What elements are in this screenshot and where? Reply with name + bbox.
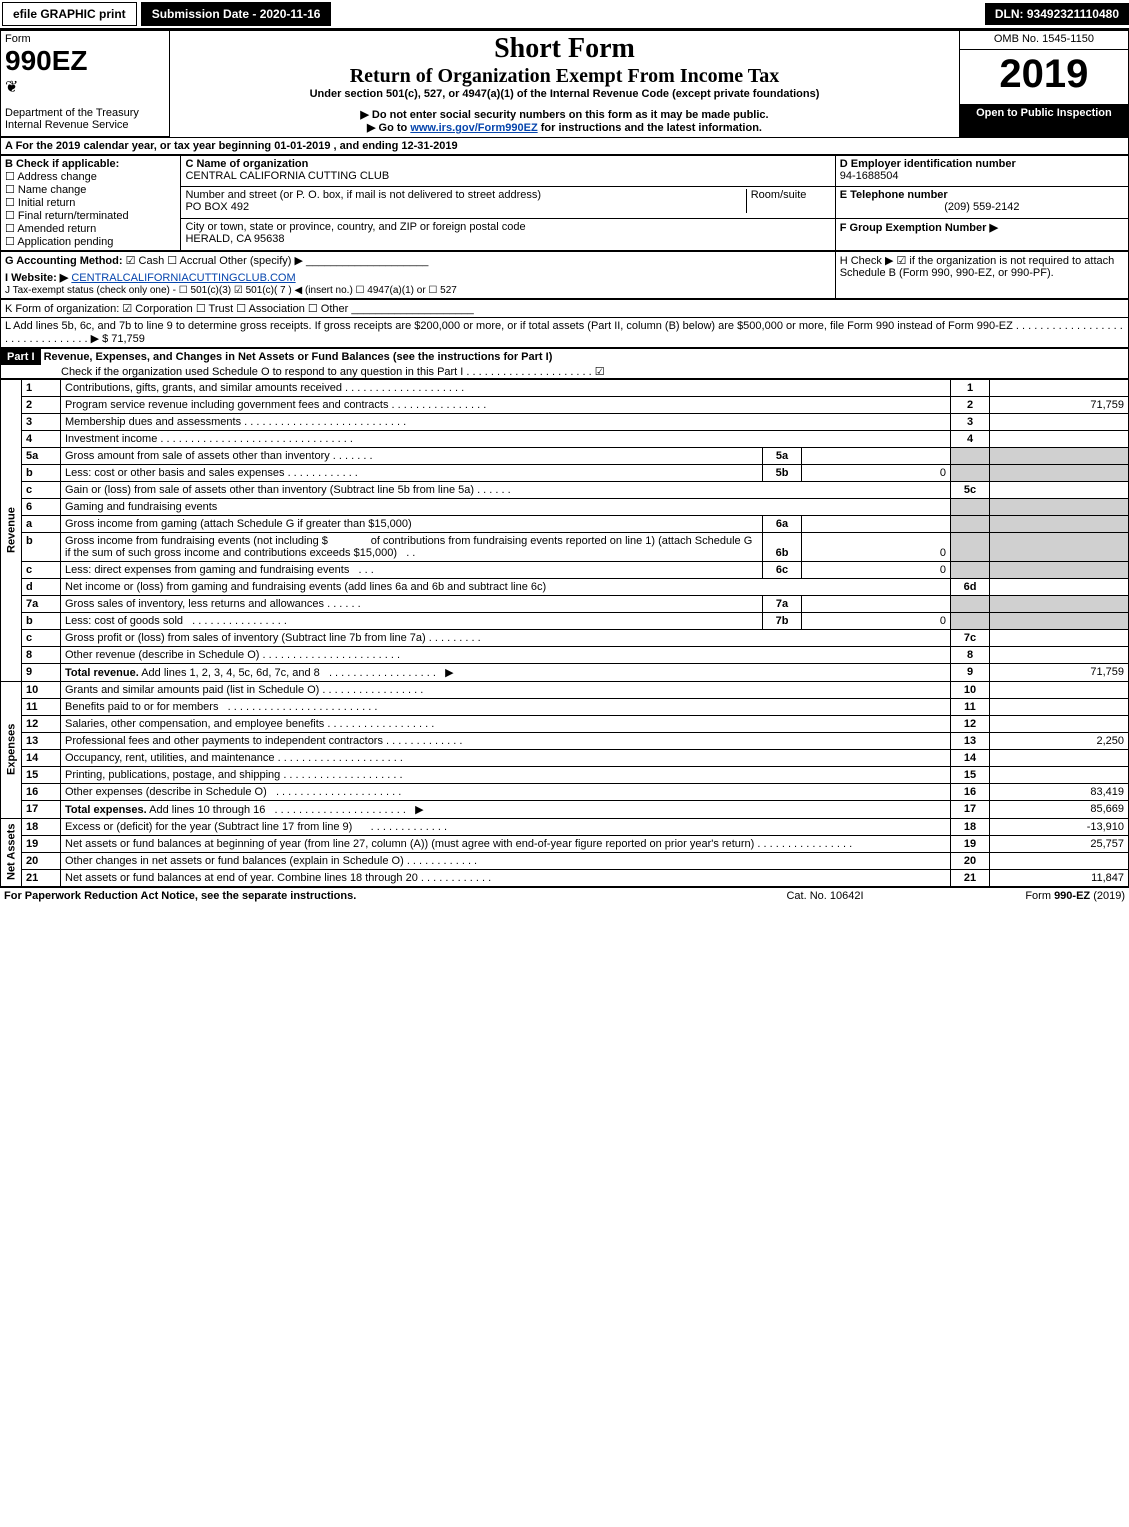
box-g-label: G Accounting Method:: [5, 255, 123, 267]
line-13-amt: 2,250: [990, 732, 1129, 749]
form-title-1: Short Form: [174, 33, 955, 65]
form-under-section: Under section 501(c), 527, or 4947(a)(1)…: [174, 88, 955, 100]
line-17-amt: 85,669: [990, 800, 1129, 818]
form-number: 990EZ: [5, 45, 165, 77]
form-header: Form 990EZ ❦ Short Form Return of Organi…: [0, 30, 1129, 137]
form-note-goto: ▶ Go to www.irs.gov/Form990EZ for instru…: [174, 121, 955, 134]
line-1-amt: [990, 379, 1129, 396]
efile-print-button[interactable]: efile GRAPHIC print: [2, 2, 137, 26]
line-16-amt: 83,419: [990, 783, 1129, 800]
line-5b-amt: 0: [802, 464, 951, 481]
revenue-section-label: Revenue: [1, 379, 22, 681]
box-c-name-label: C Name of organization: [185, 158, 830, 170]
box-j[interactable]: J Tax-exempt status (check only one) - ☐…: [5, 285, 457, 296]
line-7b-amt: 0: [802, 612, 951, 629]
irs-link[interactable]: www.irs.gov/Form990EZ: [410, 122, 537, 134]
form-title-2: Return of Organization Exempt From Incom…: [174, 65, 955, 88]
box-b-final-return[interactable]: ☐ Final return/terminated: [5, 209, 176, 222]
netassets-section-label: Net Assets: [1, 818, 22, 886]
footer-catno: Cat. No. 10642I: [725, 890, 925, 902]
part-i-check-line[interactable]: Check if the organization used Schedule …: [1, 366, 605, 378]
line-2-amt: 71,759: [990, 396, 1129, 413]
treasury-seal-icon: ❦: [5, 77, 165, 97]
box-d-label: D Employer identification number: [840, 158, 1124, 170]
box-b-amended[interactable]: ☐ Amended return: [5, 222, 176, 235]
line-9-amt: 71,759: [990, 663, 1129, 681]
box-b-address-change[interactable]: ☐ Address change: [5, 170, 176, 183]
part-i-table: Revenue 1 Contributions, gifts, grants, …: [0, 379, 1129, 887]
box-b-application-pending[interactable]: ☐ Application pending: [5, 235, 176, 248]
org-name: CENTRAL CALIFORNIA CUTTING CLUB: [185, 170, 830, 182]
top-button-bar: efile GRAPHIC print Submission Date - 20…: [0, 0, 1129, 30]
part-i-title: Revenue, Expenses, and Changes in Net As…: [44, 351, 553, 363]
box-b-label: B Check if applicable:: [5, 158, 176, 170]
phone-value: (209) 559-2142: [840, 201, 1124, 213]
submission-date-button[interactable]: Submission Date - 2020-11-16: [141, 2, 332, 26]
box-f-label: F Group Exemption Number ▶: [840, 221, 1124, 234]
irs-label: Internal Revenue Service: [5, 119, 165, 131]
open-to-public: Open to Public Inspection: [959, 105, 1128, 136]
part-i-label: Part I: [1, 349, 41, 365]
page-footer: For Paperwork Reduction Act Notice, see …: [0, 887, 1129, 904]
form-word: Form: [5, 33, 165, 45]
box-b-name-change[interactable]: ☐ Name change: [5, 183, 176, 196]
ein-value: 94-1688504: [840, 170, 1124, 182]
dln-label: DLN: 93492321110480: [985, 3, 1129, 25]
room-suite-label: Room/suite: [746, 189, 831, 213]
footer-left: For Paperwork Reduction Act Notice, see …: [4, 890, 725, 902]
footer-formno: Form 990-EZ (2019): [925, 890, 1125, 902]
box-g-options[interactable]: ☑ Cash ☐ Accrual Other (specify) ▶ _____…: [126, 255, 429, 267]
org-street: PO BOX 492: [185, 201, 745, 213]
tax-period-line: A For the 2019 calendar year, or tax yea…: [1, 137, 1129, 154]
line-6b-amt: 0: [802, 532, 951, 561]
box-i-label: I Website: ▶: [5, 272, 68, 284]
form-note-ssn: ▶ Do not enter social security numbers o…: [174, 108, 955, 121]
expenses-section-label: Expenses: [1, 681, 22, 818]
website-link[interactable]: CENTRALCALIFORNIACUTTINGCLUB.COM: [71, 272, 295, 284]
omb-number: OMB No. 1545-1150: [959, 31, 1128, 50]
box-k[interactable]: K Form of organization: ☑ Corporation ☐ …: [1, 299, 1129, 317]
box-c-city-label: City or town, state or province, country…: [185, 221, 830, 233]
line-21-amt: 11,847: [990, 869, 1129, 886]
box-e-label: E Telephone number: [840, 189, 1124, 201]
box-l: L Add lines 5b, 6c, and 7b to line 9 to …: [1, 317, 1129, 347]
tax-year: 2019: [964, 52, 1124, 97]
line-19-amt: 25,757: [990, 835, 1129, 852]
box-h: H Check ▶ ☑ if the organization is not r…: [835, 251, 1128, 298]
box-b-initial-return[interactable]: ☐ Initial return: [5, 196, 176, 209]
box-c-street-label: Number and street (or P. O. box, if mail…: [185, 189, 745, 201]
dept-treasury: Department of the Treasury: [5, 107, 165, 119]
line-18-amt: -13,910: [990, 818, 1129, 835]
org-city: HERALD, CA 95638: [185, 233, 830, 245]
line-6c-amt: 0: [802, 561, 951, 578]
